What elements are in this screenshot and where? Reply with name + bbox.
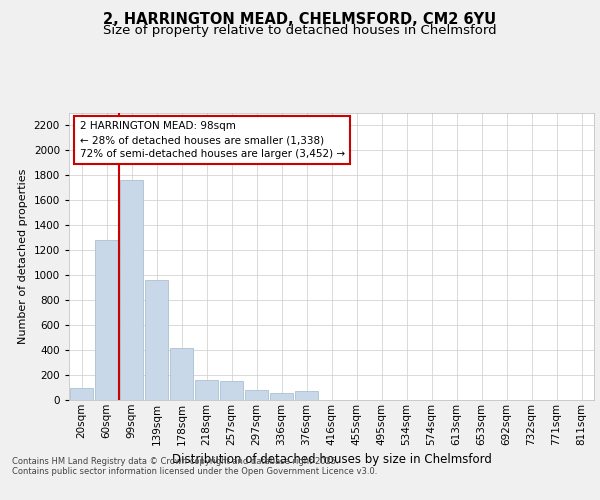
- Bar: [95, 240, 118, 400]
- Bar: [245, 390, 268, 400]
- Bar: [120, 180, 143, 400]
- Bar: [295, 390, 318, 400]
- Bar: [220, 380, 243, 400]
- Y-axis label: Number of detached properties: Number of detached properties: [18, 168, 28, 344]
- Bar: [270, 392, 293, 400]
- Text: Contains public sector information licensed under the Open Government Licence v3: Contains public sector information licen…: [12, 468, 377, 476]
- Text: 2 HARRINGTON MEAD: 98sqm
← 28% of detached houses are smaller (1,338)
72% of sem: 2 HARRINGTON MEAD: 98sqm ← 28% of detach…: [79, 121, 344, 159]
- Text: 2, HARRINGTON MEAD, CHELMSFORD, CM2 6YU: 2, HARRINGTON MEAD, CHELMSFORD, CM2 6YU: [103, 12, 497, 28]
- Bar: [145, 280, 168, 400]
- Bar: [170, 348, 193, 400]
- Text: Contains HM Land Registry data © Crown copyright and database right 2025.: Contains HM Land Registry data © Crown c…: [12, 458, 338, 466]
- Text: Size of property relative to detached houses in Chelmsford: Size of property relative to detached ho…: [103, 24, 497, 37]
- X-axis label: Distribution of detached houses by size in Chelmsford: Distribution of detached houses by size …: [172, 453, 491, 466]
- Bar: [70, 388, 93, 400]
- Bar: [195, 380, 218, 400]
